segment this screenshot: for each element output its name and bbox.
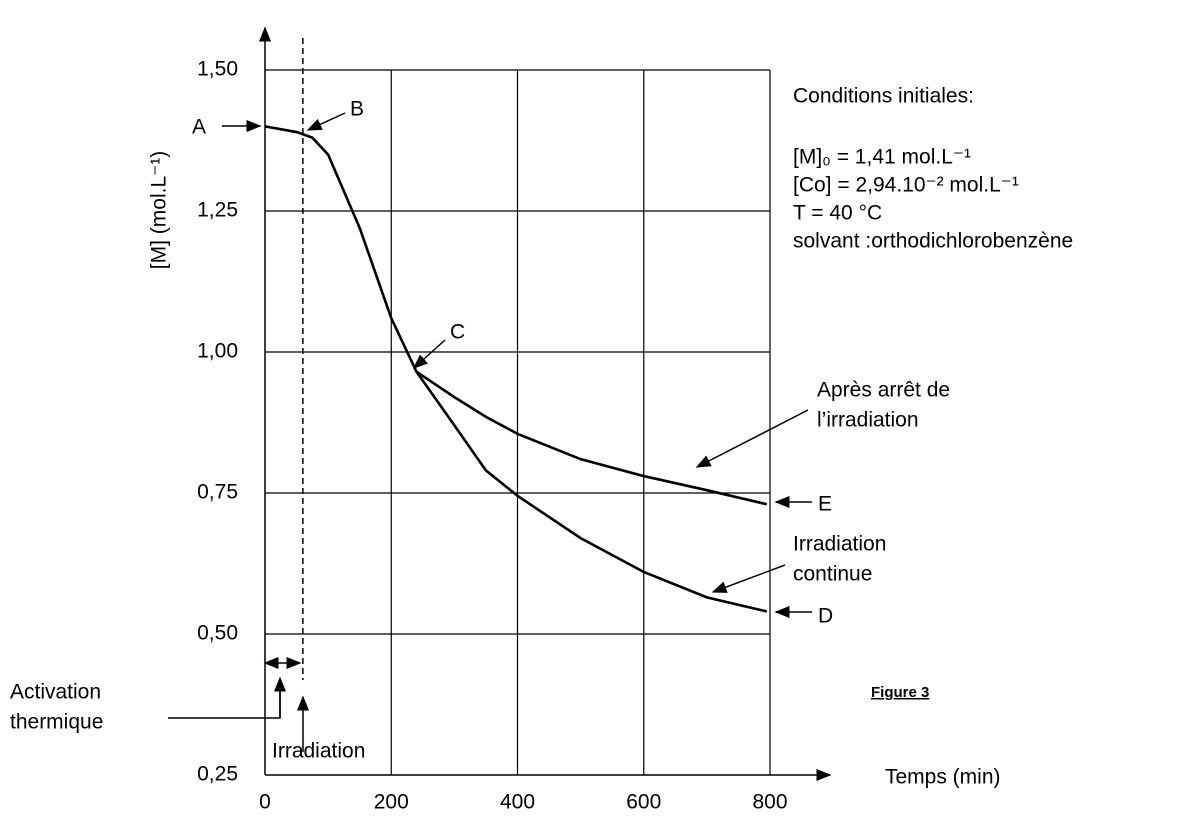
x-axis-label: Temps (min) (885, 766, 1001, 789)
label-activation: thermique (10, 711, 103, 734)
y-tick-label: 0,50 (197, 622, 238, 645)
condition: [Co] = 2,94.10⁻² mol.L⁻¹ (793, 174, 1019, 197)
arrow (695, 409, 809, 468)
x-tick-label: 0 (259, 791, 271, 814)
figure-label: Figure 3 (871, 684, 929, 701)
label-b: B (350, 98, 364, 121)
label-c: C (450, 321, 465, 344)
y-tick-label: 1,00 (197, 340, 238, 363)
arrow (711, 564, 786, 593)
conditions-title: Conditions initiales: (793, 85, 974, 108)
annotations: A B C D E Conditions initiales: [M]₀ = 1… (10, 85, 1073, 789)
label-e: E (818, 493, 832, 516)
y-tick-label: 1,25 (197, 199, 238, 222)
x-tick-label: 800 (752, 791, 787, 814)
x-tick-label: 600 (626, 791, 661, 814)
label-d: D (818, 605, 833, 628)
label-activation: Activation (10, 681, 101, 704)
leader (168, 680, 281, 719)
label-irradiation: Irradiation (272, 740, 365, 763)
y-axis-label: [M] (mol.L⁻¹) (148, 151, 171, 269)
series-line (264, 125, 768, 613)
y-tick-label: 0,25 (197, 763, 238, 786)
y-tick-label: 1,50 (197, 58, 238, 81)
condition: solvant :orthodichlorobenzène (793, 230, 1073, 253)
series-line (415, 370, 768, 506)
label-continue: Irradiation (793, 533, 886, 556)
x-tick-label: 400 (500, 791, 535, 814)
condition: [M]₀ = 1,41 mol.L⁻¹ (793, 146, 971, 169)
label-a: A (192, 116, 206, 139)
label-continue: continue (793, 563, 872, 586)
arrow (306, 112, 346, 131)
condition: T = 40 °C (793, 202, 882, 225)
y-tick-label: 0,75 (197, 481, 238, 504)
label-apres: l’irradiation (817, 409, 919, 432)
x-tick-label: 200 (374, 791, 409, 814)
label-apres: Après arrêt de (817, 379, 950, 402)
arrow (412, 339, 446, 370)
